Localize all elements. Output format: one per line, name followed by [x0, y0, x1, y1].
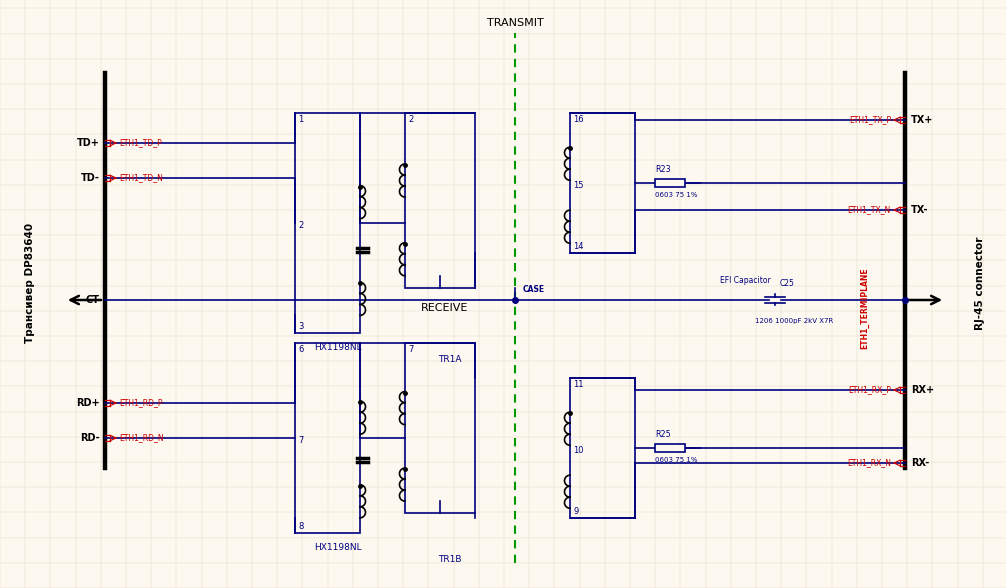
Text: EFI Capacitor: EFI Capacitor [720, 276, 771, 285]
Text: RX-: RX- [911, 458, 930, 468]
Text: 2: 2 [408, 115, 413, 124]
Text: RD-: RD- [80, 433, 100, 443]
Bar [295, 343, 360, 533]
Text: 7: 7 [408, 345, 413, 354]
Text: C25: C25 [780, 279, 795, 288]
Text: ETH1_RD_N: ETH1_RD_N [119, 433, 164, 443]
Text: CASE: CASE [523, 286, 545, 295]
Text: TX-: TX- [911, 205, 929, 215]
Text: Трансивер DP83640: Трансивер DP83640 [25, 223, 35, 343]
Text: R25: R25 [655, 430, 671, 439]
Text: RX+: RX+ [911, 385, 935, 395]
Text: TR1B: TR1B [439, 555, 462, 564]
Text: 0603 75 1%: 0603 75 1% [655, 192, 697, 198]
Text: 7: 7 [298, 436, 304, 445]
Text: ETH1_TX_P: ETH1_TX_P [849, 115, 891, 125]
Bar [405, 113, 475, 288]
Bar [570, 378, 635, 518]
Text: 3: 3 [298, 322, 304, 331]
Text: 15: 15 [573, 181, 583, 190]
Text: TRANSMIT: TRANSMIT [487, 18, 543, 28]
Text: 1206 1000pF 2kV X7R: 1206 1000pF 2kV X7R [754, 318, 833, 324]
Text: ETH1_TD_P: ETH1_TD_P [119, 139, 162, 148]
Text: ETH1_TX_N: ETH1_TX_N [848, 205, 891, 215]
Text: 1: 1 [298, 115, 303, 124]
Text: R23: R23 [655, 165, 671, 174]
Text: 2: 2 [298, 221, 303, 230]
Bar [405, 343, 475, 513]
Text: TD+: TD+ [77, 138, 100, 148]
Bar [655, 445, 685, 452]
Text: 8: 8 [298, 522, 304, 531]
Text: TX+: TX+ [911, 115, 934, 125]
Text: ETH1_TD_N: ETH1_TD_N [119, 173, 163, 182]
Text: TD-: TD- [81, 173, 100, 183]
Text: ETH1_RX_N: ETH1_RX_N [847, 459, 891, 467]
Text: RJ-45 connector: RJ-45 connector [975, 236, 985, 330]
Text: 16: 16 [573, 115, 583, 124]
Text: RD+: RD+ [76, 398, 100, 408]
Text: ETH1_RX_P: ETH1_RX_P [848, 386, 891, 395]
Text: TR1A: TR1A [439, 355, 462, 364]
Text: HX1198NL: HX1198NL [314, 543, 361, 552]
Text: 11: 11 [573, 380, 583, 389]
Text: RECEIVE: RECEIVE [422, 303, 469, 313]
Bar [295, 113, 360, 333]
Text: 9: 9 [573, 507, 578, 516]
Text: ETH1_TERMIPLANE: ETH1_TERMIPLANE [860, 267, 869, 349]
Text: 14: 14 [573, 242, 583, 251]
Bar [570, 113, 635, 253]
Text: HX1198NL: HX1198NL [314, 343, 361, 352]
Text: 10: 10 [573, 446, 583, 455]
Text: 6: 6 [298, 345, 304, 354]
Text: CT: CT [86, 295, 100, 305]
Text: ETH1_RD_P: ETH1_RD_P [119, 399, 163, 407]
Text: 0603 75 1%: 0603 75 1% [655, 457, 697, 463]
Bar [655, 179, 685, 187]
